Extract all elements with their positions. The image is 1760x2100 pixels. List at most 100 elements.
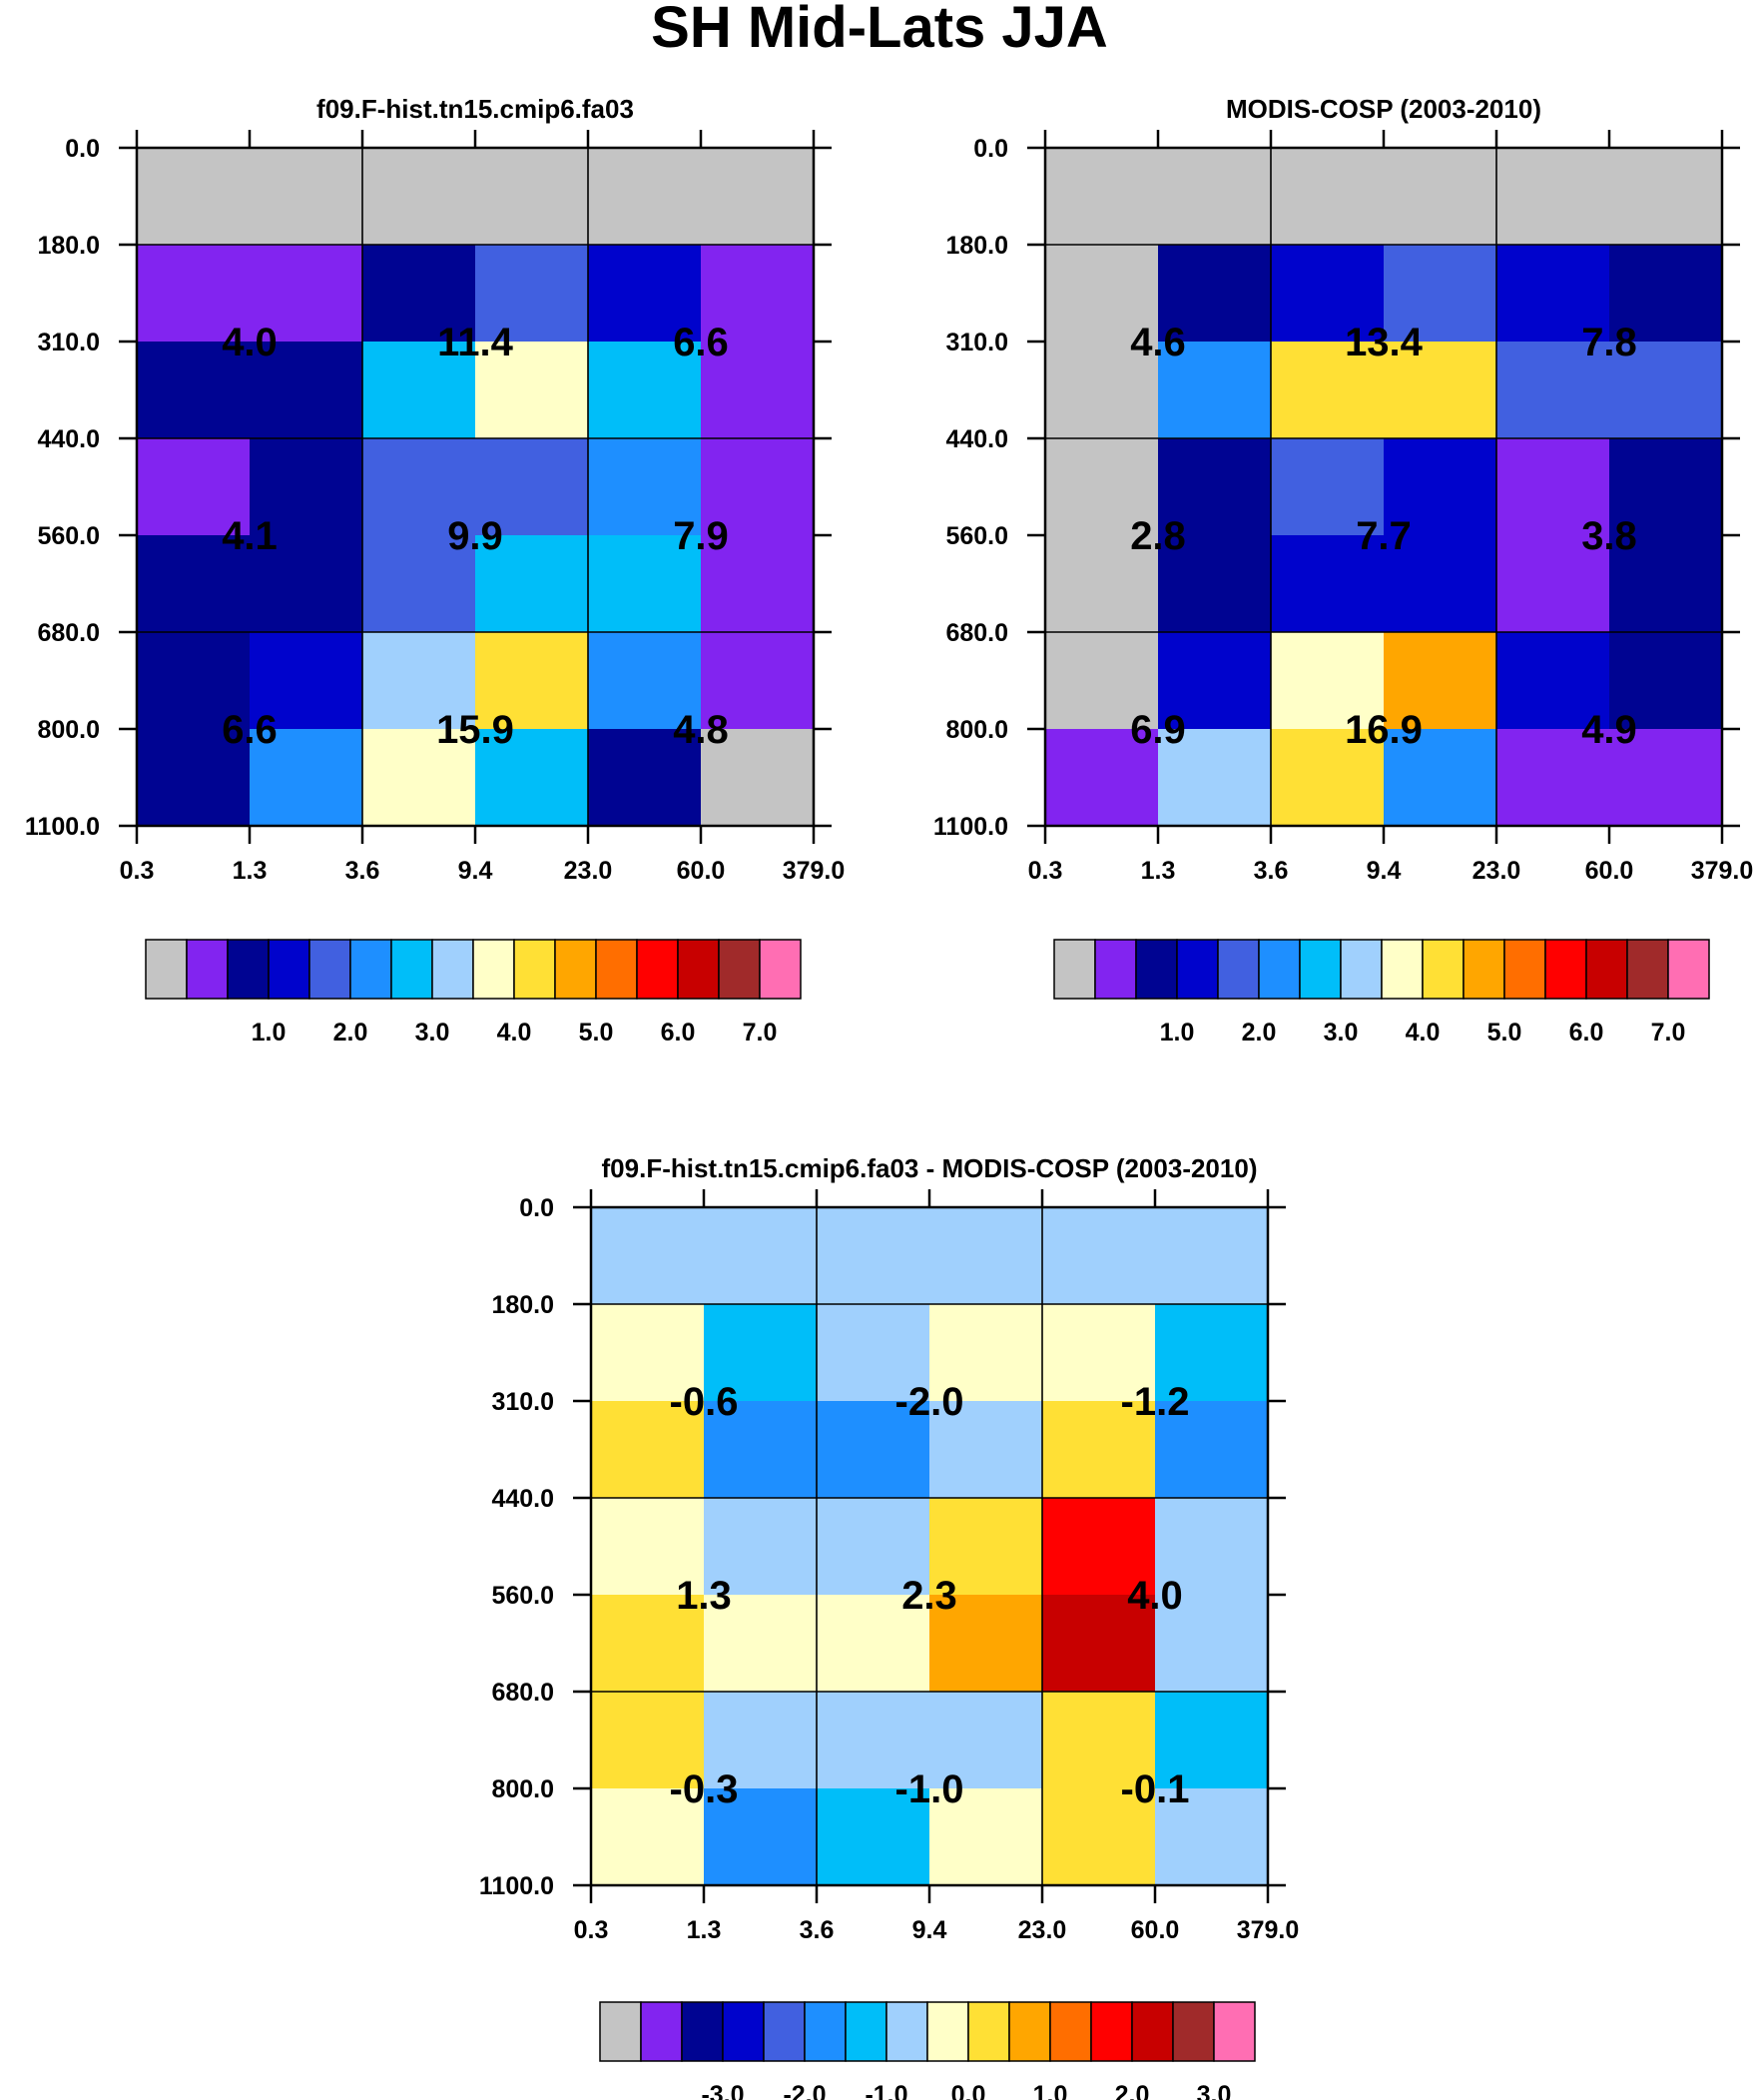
heatmap-cell — [929, 1401, 1043, 1499]
heatmap-cell — [1042, 1498, 1156, 1596]
cell-value-label: 9.9 — [447, 514, 503, 558]
y-tick-label: 310.0 — [37, 329, 100, 356]
heatmap-cell — [1384, 438, 1497, 536]
colorbar-swatch — [640, 2001, 683, 2062]
heatmap-cell — [1042, 1401, 1156, 1499]
heatmap-cell — [1496, 148, 1610, 246]
heatmap-cell — [704, 1788, 818, 1886]
colorbar-swatch — [1544, 939, 1587, 1000]
heatmap-cell — [1042, 1304, 1156, 1402]
colorbar-swatch — [1463, 939, 1505, 1000]
heatmap-cell — [1155, 1304, 1269, 1402]
cell-value-label: -1.2 — [1121, 1380, 1190, 1424]
heatmap-cell — [1271, 342, 1385, 439]
colorbar-swatch — [967, 2001, 1010, 2062]
heatmap-cell — [137, 438, 251, 536]
heatmap-cell — [1045, 632, 1159, 730]
cell-value-label: -0.6 — [670, 1380, 739, 1424]
colorbar-label: 2.0 — [1115, 2081, 1150, 2100]
heatmap-cell — [929, 1207, 1043, 1305]
panel-title: MODIS-COSP (2003-2010) — [1226, 94, 1541, 124]
heatmap-cell — [1384, 535, 1497, 633]
heatmap-cell — [817, 1788, 930, 1886]
colorbar-swatch — [1299, 939, 1342, 1000]
heatmap-cell — [1384, 148, 1497, 246]
heatmap-cell — [1271, 245, 1385, 343]
colorbar-swatch — [268, 939, 310, 1000]
heatmap-cell — [929, 1498, 1043, 1596]
heatmap-cell — [1496, 632, 1610, 730]
heatmap-cell — [362, 245, 476, 343]
colorbar-label: 4.0 — [1406, 1019, 1441, 1047]
x-tick-label: 60.0 — [1131, 1916, 1180, 1944]
colorbar-swatch — [1049, 2001, 1092, 2062]
y-tick-label: 0.0 — [973, 135, 1008, 163]
x-tick-label: 0.3 — [574, 1916, 609, 1944]
heatmap-cell — [591, 1692, 705, 1789]
cell-value-label: 1.3 — [676, 1574, 732, 1618]
heatmap-cell — [1155, 1498, 1269, 1596]
heatmap-cell — [1609, 729, 1723, 827]
heatmap-cell — [817, 1401, 930, 1499]
colorbar-swatch — [1422, 939, 1465, 1000]
colorbar: -3.0 -2.0 -1.0 0.0 1.0 2.0 3.0 — [599, 2001, 1256, 2100]
colorbar-swatch — [1176, 939, 1219, 1000]
panel-model: f09.F-hist.tn15.cmip6.fa03 0.0 180.0 310.0 4… — [25, 94, 845, 1047]
heatmap-cell — [1155, 1595, 1269, 1693]
panel-title: f09.F-hist.tn15.cmip6.fa03 - MODIS-COSP … — [602, 1153, 1258, 1183]
heatmap-cell — [588, 632, 702, 730]
heatmap-cell — [1271, 438, 1385, 536]
heatmap-cell — [362, 535, 476, 633]
colorbar-swatch — [308, 939, 351, 1000]
heatmap-cell — [1609, 342, 1723, 439]
colorbar-swatch — [227, 939, 270, 1000]
colorbar-swatch — [1503, 939, 1546, 1000]
heatmap-cell — [1042, 1207, 1156, 1305]
heatmap-cell — [929, 1788, 1043, 1886]
x-tick-label: 1.3 — [233, 857, 268, 885]
heatmap-cell — [362, 438, 476, 536]
x-tick-label: 9.4 — [458, 857, 493, 885]
heatmap-cell — [929, 1595, 1043, 1693]
heatmap-cell — [1384, 245, 1497, 343]
heatmap-cell — [591, 1498, 705, 1596]
heatmap-cell — [1042, 1788, 1156, 1886]
heatmap-cell — [475, 245, 589, 343]
heatmap-cell — [704, 1595, 818, 1693]
heatmap-cell — [704, 1304, 818, 1402]
colorbar-swatch — [599, 2001, 642, 2062]
heatmap-cell — [1158, 342, 1272, 439]
y-tick-label: 1100.0 — [25, 813, 100, 841]
heatmap-cell — [475, 438, 589, 536]
heatmap-cell — [250, 245, 363, 343]
colorbar-label: 7.0 — [1651, 1019, 1686, 1047]
colorbar-swatch — [1172, 2001, 1215, 2062]
heatmap-cell — [1384, 632, 1497, 730]
heatmap-cell — [1045, 148, 1159, 246]
colorbar-swatch — [1135, 939, 1178, 1000]
heatmap-cell — [1158, 632, 1272, 730]
heatmap-cell — [588, 535, 702, 633]
y-tick-label: 800.0 — [945, 716, 1008, 744]
heatmap-cell — [1045, 342, 1159, 439]
colorbar-swatch — [763, 2001, 806, 2062]
y-tick-label: 180.0 — [491, 1291, 554, 1319]
cell-value-label: 4.8 — [673, 708, 729, 752]
heatmap-cell — [475, 342, 589, 439]
heatmap-cell — [817, 1595, 930, 1693]
x-tick-label: 1.3 — [1141, 857, 1176, 885]
heatmap-cell — [1609, 245, 1723, 343]
heatmap-cell — [1042, 1595, 1156, 1693]
heatmap-cell — [250, 342, 363, 439]
panel-obs: MODIS-COSP (2003-2010) 0.0 180.0 310.0 440.0… — [933, 94, 1753, 1047]
heatmap-cell — [1158, 245, 1272, 343]
panels: f09.F-hist.tn15.cmip6.fa03 0.0 180.0 310.0 4… — [25, 94, 1753, 2100]
y-tick-label: 0.0 — [65, 135, 100, 163]
x-tick-label: 60.0 — [677, 857, 726, 885]
cell-value-label: -2.0 — [895, 1380, 964, 1424]
colorbar-swatch — [677, 939, 720, 1000]
colorbar-swatch — [349, 939, 392, 1000]
colorbar-swatch — [1094, 939, 1137, 1000]
heatmap-cell — [588, 729, 702, 827]
colorbar-label: 6.0 — [1569, 1019, 1604, 1047]
